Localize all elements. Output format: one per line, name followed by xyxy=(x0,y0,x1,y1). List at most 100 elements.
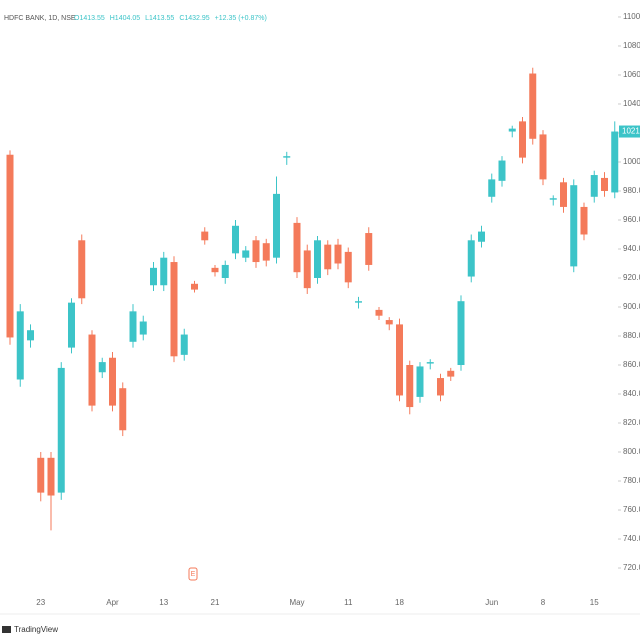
candle-body xyxy=(221,264,229,278)
candle-body xyxy=(447,370,455,377)
candle-body xyxy=(365,233,373,265)
footer: TradingView xyxy=(14,625,58,634)
last-price-box xyxy=(619,125,640,138)
event-marker xyxy=(188,567,198,581)
candle-body xyxy=(488,179,496,197)
candle-body xyxy=(262,243,270,261)
candle-body xyxy=(283,156,291,158)
candle-body xyxy=(242,250,250,258)
candle-body xyxy=(201,231,209,241)
candle-body xyxy=(37,457,45,493)
candle-body xyxy=(273,193,280,258)
candle-body xyxy=(396,324,403,396)
candle-body xyxy=(57,367,65,493)
candle-body xyxy=(98,362,106,373)
candle-body xyxy=(78,240,86,299)
candle-body xyxy=(355,301,362,303)
candle-body xyxy=(252,240,260,263)
candle-body xyxy=(293,222,301,273)
y-tick-label: 900.00 xyxy=(623,302,640,311)
candle-body xyxy=(211,267,219,273)
candle-body xyxy=(478,231,485,242)
x-tick-label: 8 xyxy=(541,598,546,607)
candle-body xyxy=(590,175,598,197)
candle-body xyxy=(508,128,516,132)
candle-body xyxy=(416,366,424,397)
candle-body xyxy=(119,388,127,431)
candle-body xyxy=(303,250,311,289)
y-tick-label: 1040.00 xyxy=(623,99,640,108)
candle-body xyxy=(519,121,526,158)
y-tick-label: 960.00 xyxy=(623,215,640,224)
candle-body xyxy=(529,73,537,139)
candle-body xyxy=(560,182,567,207)
x-tick-label: 11 xyxy=(344,598,353,607)
legend-value: O1413.55 xyxy=(74,15,105,22)
candle-body xyxy=(611,131,619,193)
candle-body xyxy=(385,320,393,325)
y-tick-label: 760.00 xyxy=(623,505,640,514)
y-tick-label: 820.00 xyxy=(623,418,640,427)
candle-body xyxy=(375,309,383,316)
candle-body xyxy=(498,160,506,181)
chart-title: HDFC BANK, 1D, NSE xyxy=(4,15,76,22)
y-tick-label: 1080.00 xyxy=(623,41,640,50)
candle-body xyxy=(314,240,321,278)
last-price-label: 1021.00 xyxy=(622,127,640,136)
candle-body xyxy=(68,302,75,348)
y-tick-label: 800.00 xyxy=(623,447,640,456)
candle-body xyxy=(191,283,198,290)
candle-body xyxy=(426,362,434,364)
y-tick-label: 980.00 xyxy=(623,186,640,195)
candle-body xyxy=(47,457,55,496)
candle-body xyxy=(580,206,588,235)
y-tick-label: 920.00 xyxy=(623,273,640,282)
x-tick-label: 15 xyxy=(590,598,599,607)
candle-body xyxy=(437,378,444,396)
x-tick-label: Apr xyxy=(106,598,119,607)
candle-body xyxy=(324,244,332,270)
candle-body xyxy=(549,198,557,200)
logo xyxy=(2,626,11,633)
candle-body xyxy=(180,334,188,355)
candle-body xyxy=(406,365,414,408)
candle-body xyxy=(150,267,157,286)
candle-body xyxy=(539,134,547,180)
y-tick-label: 940.00 xyxy=(623,244,640,253)
x-tick-label: 23 xyxy=(36,598,45,607)
y-tick-label: 740.00 xyxy=(623,534,640,543)
y-axis: 720.00 740.00 760.00 780.00 800.00 820.00 840.… xyxy=(618,12,640,572)
candle-body xyxy=(170,262,178,357)
candle-body xyxy=(344,251,352,283)
x-tick-label: May xyxy=(289,598,304,607)
candle-body xyxy=(334,244,342,264)
x-tick-label: 18 xyxy=(395,598,404,607)
candle-body xyxy=(88,334,96,406)
candle-body xyxy=(232,225,239,254)
y-tick-label: 1100.00 xyxy=(623,12,640,21)
legend-value: C1432.95 xyxy=(179,15,209,22)
x-tick-label: 21 xyxy=(211,598,220,607)
candle-body xyxy=(139,321,147,335)
legend-value: +12.35 (+0.87%) xyxy=(215,15,267,22)
legend-value: L1413.55 xyxy=(145,15,174,22)
candle-body xyxy=(467,240,475,277)
legend-value: H1404.05 xyxy=(110,15,140,22)
y-tick-label: 1060.00 xyxy=(623,70,640,79)
y-tick-label: 860.00 xyxy=(623,360,640,369)
y-tick-label: 880.00 xyxy=(623,331,640,340)
candle-body xyxy=(129,311,137,342)
y-tick-label: 1000.00 xyxy=(623,157,640,166)
x-tick-label: 13 xyxy=(159,598,168,607)
y-tick-label: 840.00 xyxy=(623,389,640,398)
candle-body xyxy=(109,357,116,406)
y-tick-label: 720.00 xyxy=(623,563,640,572)
y-tick-label: 780.00 xyxy=(623,476,640,485)
candle-body xyxy=(601,177,608,191)
candle-body xyxy=(570,185,578,267)
candle-body xyxy=(16,311,24,380)
candle-body xyxy=(27,330,34,341)
event-label: E xyxy=(191,571,196,578)
candle-body xyxy=(457,301,465,366)
